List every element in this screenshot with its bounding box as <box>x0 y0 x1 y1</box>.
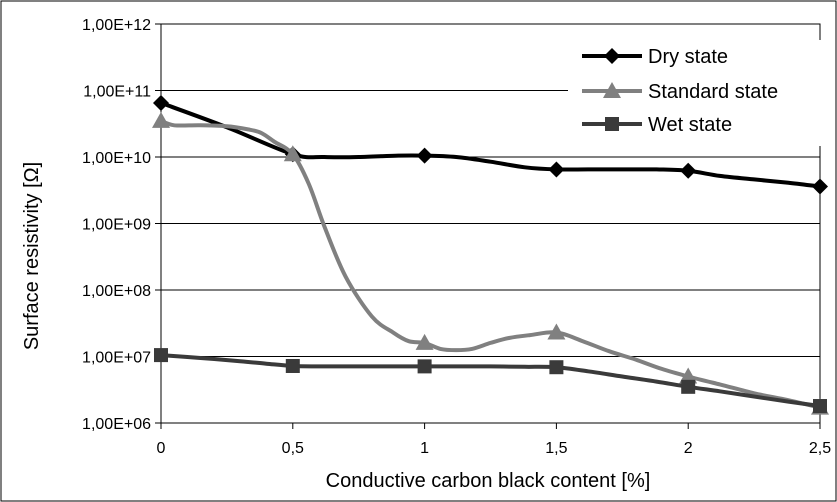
legend-label-dry-state: Dry state <box>648 46 728 68</box>
y-axis-title: Surface resistivity [Ω] <box>21 162 43 350</box>
data-point-dry-state <box>812 178 828 195</box>
data-point-wet-state <box>417 359 432 374</box>
data-point-dry-state <box>548 161 565 178</box>
series-line-dry-state <box>159 100 822 189</box>
data-point-wet-state <box>549 360 564 375</box>
data-point-standard-state <box>415 333 434 350</box>
data-point-standard-state <box>679 367 698 384</box>
data-point-standard-state <box>152 111 170 128</box>
legend-symbol-wet-state <box>582 117 642 131</box>
x-axis-ticks: 0 0,5 1 1,5 2 2,5 <box>157 423 831 457</box>
series-standard-state <box>152 111 829 415</box>
x-tick-label: 0 <box>157 440 166 457</box>
legend-symbol-dry-state <box>582 48 642 64</box>
y-tick-label: 1,00E+09 <box>82 217 151 234</box>
data-point-wet-state <box>813 399 827 414</box>
legend-label-standard-state: Standard state <box>648 81 778 103</box>
x-tick-label: 0,5 <box>282 440 304 457</box>
legend: Dry state Standard state Wet state <box>568 40 834 146</box>
y-tick-label: 1,00E+07 <box>82 350 151 367</box>
data-point-standard-state <box>283 145 302 162</box>
x-axis-title: Conductive carbon black content [%] <box>326 470 651 492</box>
y-tick-label: 1,00E+08 <box>82 283 151 300</box>
y-tick-label: 1,00E+10 <box>82 150 151 167</box>
legend-symbols <box>582 48 642 131</box>
legend-label-wet-state: Wet state <box>648 114 732 136</box>
series-wet-state <box>154 348 827 414</box>
x-tick-label: 2,5 <box>809 440 831 457</box>
data-point-dry-state <box>416 147 433 164</box>
y-axis-ticks: 1,00E+06 1,00E+07 1,00E+08 1,00E+09 1,00E+10… <box>82 17 161 433</box>
x-tick-label: 1 <box>420 440 429 457</box>
legend-symbol-standard-state <box>582 82 642 98</box>
x-tick-label: 1,5 <box>545 440 567 457</box>
data-point-wet-state <box>154 348 168 363</box>
series-line-wet-state <box>159 353 822 408</box>
series-dry-state <box>153 94 828 195</box>
y-tick-label: 1,00E+06 <box>82 416 151 433</box>
legend-marker <box>604 48 620 64</box>
data-point-dry-state <box>680 162 697 179</box>
y-tick-label: 1,00E+11 <box>83 84 151 101</box>
data-point-standard-state <box>547 323 566 340</box>
series-group <box>152 94 829 415</box>
data-point-wet-state <box>285 358 300 373</box>
y-tick-label: 1,00E+12 <box>82 17 151 34</box>
data-point-dry-state <box>153 94 169 111</box>
legend-marker <box>603 82 621 98</box>
x-tick-label: 2 <box>684 440 693 457</box>
legend-marker <box>605 117 619 131</box>
series-line-standard-state <box>159 118 822 410</box>
data-point-wet-state <box>681 379 696 394</box>
